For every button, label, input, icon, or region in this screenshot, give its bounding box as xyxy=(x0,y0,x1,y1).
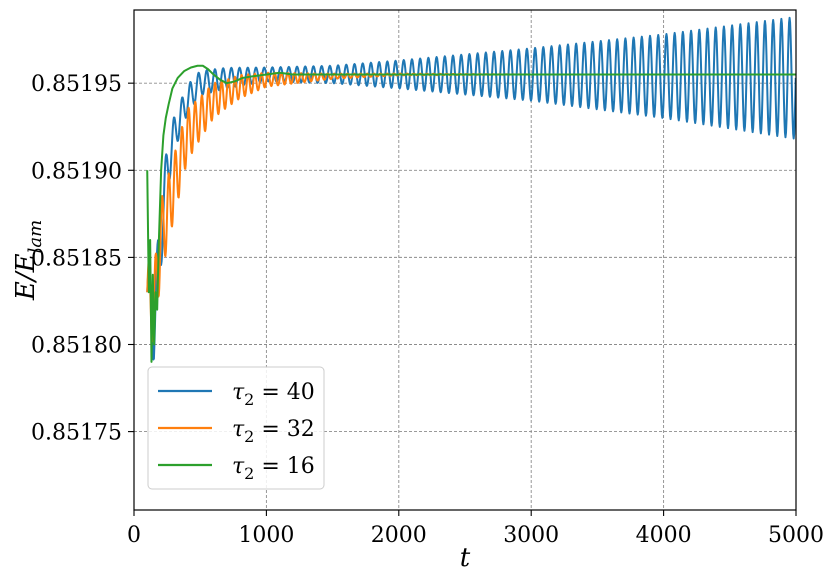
y-tick-label: 0.85185 xyxy=(31,246,122,271)
series-line-1 xyxy=(146,16,796,361)
x-tick-label: 3000 xyxy=(503,523,559,548)
x-axis-label: t xyxy=(460,543,471,573)
legend-box xyxy=(147,366,325,490)
axis-ticks: 0 1000 2000 3000 4000 5000 0.85175 0.85180 0.851… xyxy=(31,72,824,548)
series-line-3 xyxy=(146,64,796,363)
x-tick-label: 4000 xyxy=(636,523,692,548)
plot-frame xyxy=(133,9,797,511)
x-tick-label: 1000 xyxy=(238,523,294,548)
x-tick-label: 5000 xyxy=(768,523,824,548)
legend-entry-3: τ2 = 16 xyxy=(232,454,315,483)
x-tick-label: 2000 xyxy=(371,523,427,548)
legend-entry-1: τ2 = 40 xyxy=(232,380,315,409)
y-tick-label: 0.85195 xyxy=(31,72,122,97)
series-layer xyxy=(146,16,796,363)
series-line-2 xyxy=(146,71,796,343)
x-tick-label: 0 xyxy=(127,523,141,548)
legend-entry-2: τ2 = 32 xyxy=(232,417,315,446)
y-axis-label: E/Elam xyxy=(11,220,46,301)
grid xyxy=(134,10,796,510)
legend: τ2 = 40 τ2 = 32 τ2 = 16 xyxy=(147,366,325,490)
y-tick-label: 0.85190 xyxy=(31,159,122,184)
y-tick-label: 0.85180 xyxy=(31,333,122,358)
y-tick-label: 0.85175 xyxy=(31,421,122,446)
